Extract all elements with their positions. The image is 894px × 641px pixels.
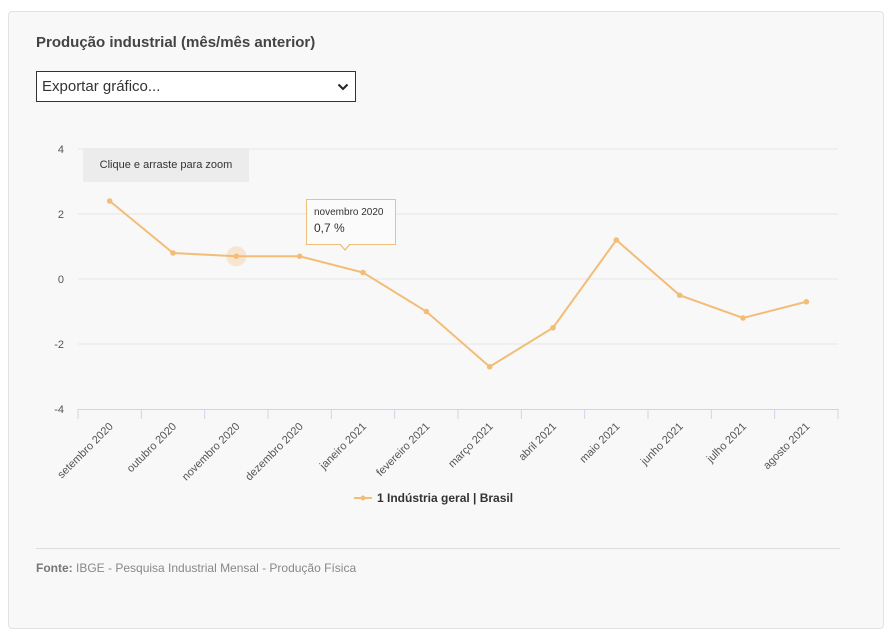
data-point[interactable]: [486, 363, 493, 370]
data-point[interactable]: [360, 269, 366, 276]
data-point[interactable]: [676, 292, 683, 299]
tooltip-month: novembro 2020: [314, 207, 384, 218]
series-line[interactable]: [109, 200, 807, 368]
data-point[interactable]: [423, 308, 430, 315]
tooltip-arrow-fill: [340, 243, 350, 249]
x-tick-label: junho 2021: [638, 421, 686, 469]
data-point[interactable]: [613, 237, 620, 243]
chart-title: Produção industrial (mês/mês anterior): [36, 34, 316, 51]
x-tick-label: outubro 2020: [125, 421, 179, 475]
chart-card: [8, 11, 884, 629]
x-tick-label: fevereiro 2021: [374, 421, 432, 479]
source-label: Fonte:: [36, 561, 73, 575]
legend-label: 1 Indústria geral | Brasil: [377, 491, 514, 505]
y-tick-label: 2: [58, 209, 64, 221]
footer-divider: [36, 548, 840, 549]
y-tick-label: 0: [58, 274, 64, 286]
x-tick-label: dezembro 2020: [243, 421, 306, 484]
data-point[interactable]: [550, 324, 556, 331]
x-tick-label: maio 2021: [578, 421, 623, 466]
y-tick-label: -4: [54, 404, 64, 416]
zoom-hint-text: Clique e arraste para zoom: [99, 159, 233, 171]
data-tooltip: novembro 2020 0,7 %: [306, 199, 396, 245]
data-point[interactable]: [296, 253, 303, 260]
data-point[interactable]: [170, 250, 176, 256]
series-line-group[interactable]: [106, 198, 810, 370]
x-tick-label: setembro 2020: [55, 421, 115, 481]
chevron-down-icon: [337, 83, 349, 90]
x-tick-label: janeiro 2021: [317, 421, 369, 473]
export-select-label: Exportar gráfico...: [42, 78, 161, 95]
x-tick-label: agosto 2021: [761, 421, 812, 472]
x-tick-label: março 2021: [446, 421, 496, 471]
legend-item[interactable]: 1 Indústria geral | Brasil: [354, 491, 513, 505]
y-axis: 4 2 0 -2 -4: [54, 144, 64, 416]
legend-swatch-icon: [354, 495, 372, 501]
tooltip-value: 0,7 %: [314, 221, 345, 235]
export-chart-select[interactable]: Exportar gráfico...: [36, 71, 356, 102]
source-note: Fonte: IBGE - Pesquisa Industrial Mensal…: [36, 561, 356, 575]
x-tick-label: julho 2021: [704, 421, 749, 466]
source-text: IBGE - Pesquisa Industrial Mensal - Prod…: [76, 561, 357, 575]
x-axis: setembro 2020 outubro 2020 novembro 2020 de…: [55, 409, 839, 484]
x-tick-label: novembro 2020: [180, 421, 243, 484]
y-tick-label: 4: [58, 144, 64, 156]
data-point[interactable]: [803, 298, 810, 305]
data-point[interactable]: [233, 253, 240, 260]
x-tick-label: abril 2021: [516, 421, 559, 464]
y-tick-label: -2: [54, 339, 64, 351]
data-point[interactable]: [740, 315, 746, 321]
data-point[interactable]: [106, 198, 113, 204]
zoom-hint: Clique e arraste para zoom: [83, 148, 249, 182]
